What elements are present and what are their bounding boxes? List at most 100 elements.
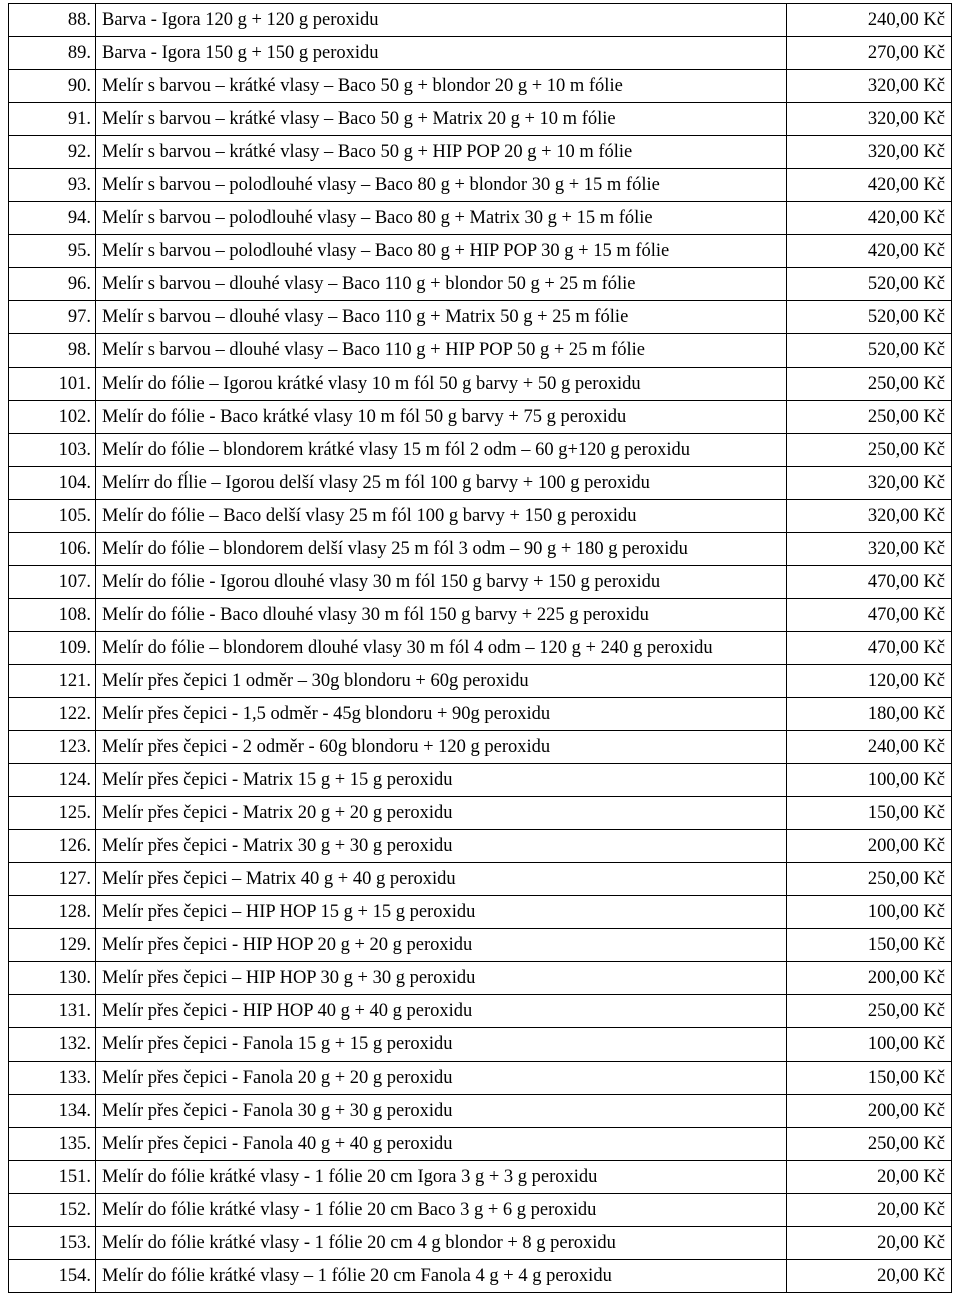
row-number: 125. <box>9 797 96 830</box>
row-number: 96. <box>9 268 96 301</box>
row-description: Melír do fólie – Igorou krátké vlasy 10 … <box>96 367 787 400</box>
row-description: Melír s barvou – dlouhé vlasy – Baco 110… <box>96 268 787 301</box>
table-row: 96.Melír s barvou – dlouhé vlasy – Baco … <box>9 268 952 301</box>
row-number: 106. <box>9 532 96 565</box>
row-description: Melír přes čepici - 2 odměr - 60g blondo… <box>96 731 787 764</box>
row-price: 240,00 Kč <box>787 4 952 37</box>
row-description: Melír do fólie - Igorou dlouhé vlasy 30 … <box>96 565 787 598</box>
table-row: 127.Melír přes čepici – Matrix 40 g + 40… <box>9 863 952 896</box>
table-row: 124.Melír přes čepici - Matrix 15 g + 15… <box>9 764 952 797</box>
row-price: 320,00 Kč <box>787 499 952 532</box>
row-number: 103. <box>9 433 96 466</box>
row-number: 152. <box>9 1193 96 1226</box>
row-price: 120,00 Kč <box>787 664 952 697</box>
row-price: 420,00 Kč <box>787 169 952 202</box>
row-description: Melír s barvou – polodlouhé vlasy – Baco… <box>96 202 787 235</box>
row-price: 320,00 Kč <box>787 103 952 136</box>
row-description: Melír přes čepici - Matrix 15 g + 15 g p… <box>96 764 787 797</box>
row-price: 150,00 Kč <box>787 1061 952 1094</box>
row-price: 240,00 Kč <box>787 731 952 764</box>
table-row: 151.Melír do fólie krátké vlasy - 1 fóli… <box>9 1160 952 1193</box>
row-description: Melír s barvou – krátké vlasy – Baco 50 … <box>96 70 787 103</box>
row-description: Melír přes čepici - Fanola 30 g + 30 g p… <box>96 1094 787 1127</box>
row-price: 250,00 Kč <box>787 995 952 1028</box>
table-row: 106.Melír do fólie – blondorem delší vla… <box>9 532 952 565</box>
table-row: 129.Melír přes čepici - HIP HOP 20 g + 2… <box>9 929 952 962</box>
row-number: 101. <box>9 367 96 400</box>
table-row: 130.Melír přes čepici – HIP HOP 30 g + 3… <box>9 962 952 995</box>
row-description: Melír přes čepici - Fanola 20 g + 20 g p… <box>96 1061 787 1094</box>
row-number: 127. <box>9 863 96 896</box>
row-number: 126. <box>9 830 96 863</box>
row-number: 88. <box>9 4 96 37</box>
row-number: 122. <box>9 697 96 730</box>
table-row: 122.Melír přes čepici - 1,5 odměr - 45g … <box>9 697 952 730</box>
row-number: 98. <box>9 334 96 367</box>
row-description: Barva - Igora 120 g + 120 g peroxidu <box>96 4 787 37</box>
row-description: Melír přes čepici - Matrix 30 g + 30 g p… <box>96 830 787 863</box>
row-price: 320,00 Kč <box>787 136 952 169</box>
table-row: 105.Melír do fólie – Baco delší vlasy 25… <box>9 499 952 532</box>
row-description: Barva - Igora 150 g + 150 g peroxidu <box>96 37 787 70</box>
row-number: 133. <box>9 1061 96 1094</box>
table-row: 91.Melír s barvou – krátké vlasy – Baco … <box>9 103 952 136</box>
row-description: Melír přes čepici - Fanola 40 g + 40 g p… <box>96 1127 787 1160</box>
row-number: 131. <box>9 995 96 1028</box>
row-price: 420,00 Kč <box>787 235 952 268</box>
table-row: 132.Melír přes čepici - Fanola 15 g + 15… <box>9 1028 952 1061</box>
table-row: 131.Melír přes čepici - HIP HOP 40 g + 4… <box>9 995 952 1028</box>
table-row: 103.Melír do fólie – blondorem krátké vl… <box>9 433 952 466</box>
row-price: 100,00 Kč <box>787 896 952 929</box>
row-price: 520,00 Kč <box>787 301 952 334</box>
table-row: 123.Melír přes čepici - 2 odměr - 60g bl… <box>9 731 952 764</box>
table-row: 152.Melír do fólie krátké vlasy - 1 fóli… <box>9 1193 952 1226</box>
table-row: 89.Barva - Igora 150 g + 150 g peroxidu2… <box>9 37 952 70</box>
row-description: Melír s barvou – dlouhé vlasy – Baco 110… <box>96 301 787 334</box>
row-price: 100,00 Kč <box>787 764 952 797</box>
row-price: 520,00 Kč <box>787 268 952 301</box>
price-table-body: 88.Barva - Igora 120 g + 120 g peroxidu2… <box>9 4 952 1293</box>
row-description: Melír s barvou – krátké vlasy – Baco 50 … <box>96 136 787 169</box>
row-description: Melír přes čepici – HIP HOP 15 g + 15 g … <box>96 896 787 929</box>
row-description: Melírr do fĺlie – Igorou delší vlasy 25 … <box>96 466 787 499</box>
table-row: 107.Melír do fólie - Igorou dlouhé vlasy… <box>9 565 952 598</box>
row-description: Melír přes čepici - HIP HOP 20 g + 20 g … <box>96 929 787 962</box>
row-description: Melír přes čepici 1 odměr – 30g blondoru… <box>96 664 787 697</box>
table-row: 153.Melír do fólie krátké vlasy - 1 fóli… <box>9 1226 952 1259</box>
row-price: 20,00 Kč <box>787 1160 952 1193</box>
table-row: 102.Melír do fólie - Baco krátké vlasy 1… <box>9 400 952 433</box>
row-description: Melír do fólie krátké vlasy - 1 fólie 20… <box>96 1226 787 1259</box>
row-number: 91. <box>9 103 96 136</box>
row-price: 470,00 Kč <box>787 598 952 631</box>
row-price: 180,00 Kč <box>787 697 952 730</box>
row-description: Melír s barvou – polodlouhé vlasy – Baco… <box>96 169 787 202</box>
table-row: 125.Melír přes čepici - Matrix 20 g + 20… <box>9 797 952 830</box>
row-number: 92. <box>9 136 96 169</box>
row-number: 135. <box>9 1127 96 1160</box>
row-number: 90. <box>9 70 96 103</box>
table-row: 109.Melír do fólie – blondorem dlouhé vl… <box>9 631 952 664</box>
row-price: 200,00 Kč <box>787 1094 952 1127</box>
table-row: 90.Melír s barvou – krátké vlasy – Baco … <box>9 70 952 103</box>
row-price: 20,00 Kč <box>787 1193 952 1226</box>
row-description: Melír do fólie krátké vlasy - 1 fólie 20… <box>96 1160 787 1193</box>
price-table: 88.Barva - Igora 120 g + 120 g peroxidu2… <box>8 3 952 1293</box>
row-number: 93. <box>9 169 96 202</box>
row-price: 200,00 Kč <box>787 830 952 863</box>
row-number: 108. <box>9 598 96 631</box>
row-description: Melír s barvou – dlouhé vlasy – Baco 110… <box>96 334 787 367</box>
row-price: 150,00 Kč <box>787 929 952 962</box>
row-price: 470,00 Kč <box>787 631 952 664</box>
row-description: Melír s barvou – krátké vlasy – Baco 50 … <box>96 103 787 136</box>
row-number: 128. <box>9 896 96 929</box>
row-number: 95. <box>9 235 96 268</box>
row-description: Melír do fólie – Baco delší vlasy 25 m f… <box>96 499 787 532</box>
row-price: 150,00 Kč <box>787 797 952 830</box>
row-price: 250,00 Kč <box>787 863 952 896</box>
table-row: 101.Melír do fólie – Igorou krátké vlasy… <box>9 367 952 400</box>
row-number: 105. <box>9 499 96 532</box>
row-number: 102. <box>9 400 96 433</box>
row-description: Melír přes čepici - HIP HOP 40 g + 40 g … <box>96 995 787 1028</box>
row-number: 123. <box>9 731 96 764</box>
table-row: 133.Melír přes čepici - Fanola 20 g + 20… <box>9 1061 952 1094</box>
